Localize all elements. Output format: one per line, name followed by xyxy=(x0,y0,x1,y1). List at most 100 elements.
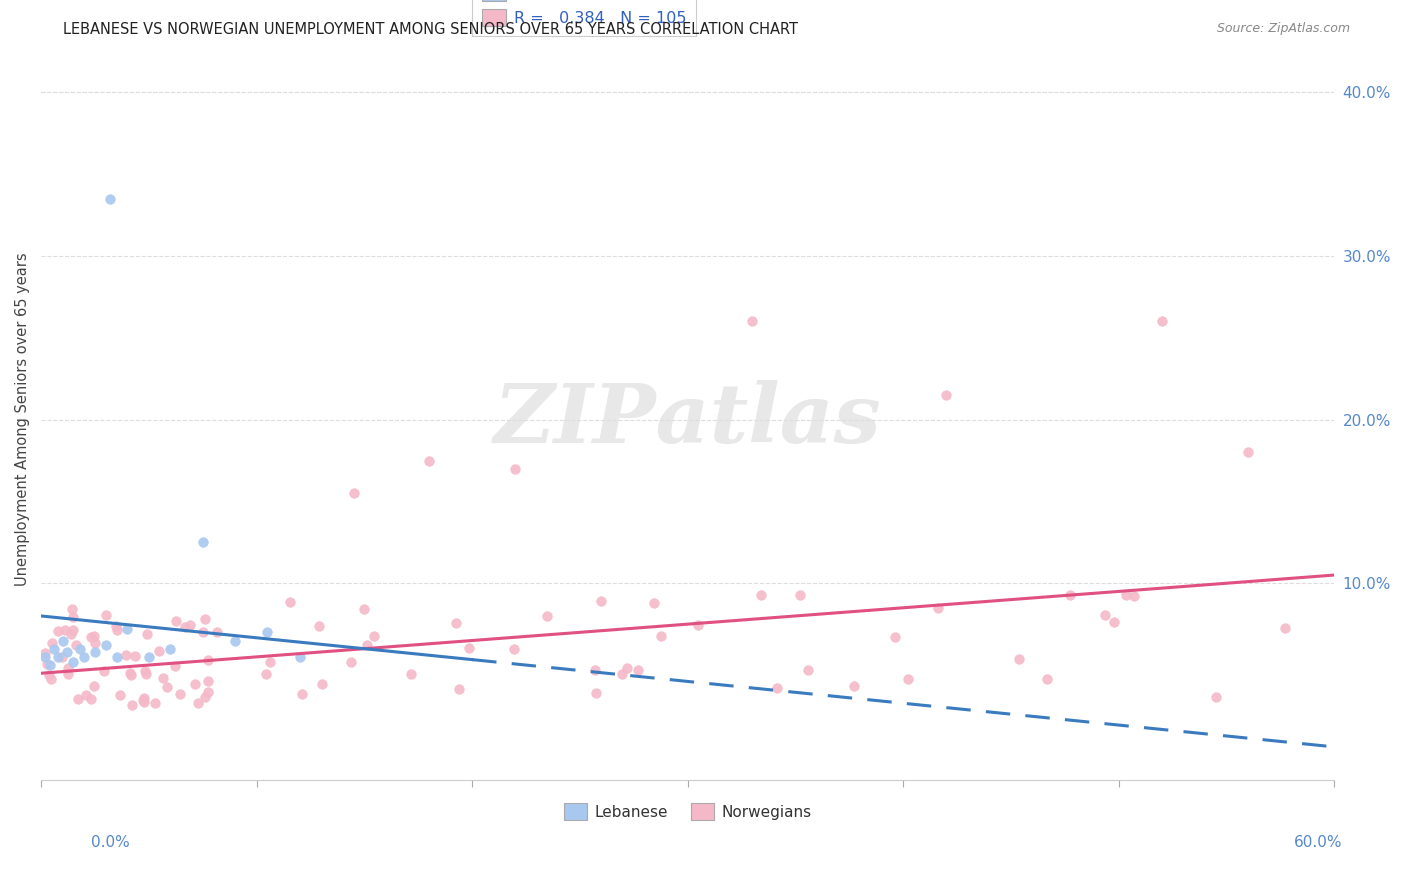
Point xyxy=(311,676,333,690)
Point xyxy=(52,633,75,648)
Point xyxy=(256,625,278,640)
Point xyxy=(224,633,246,648)
Point xyxy=(502,642,524,657)
Point xyxy=(84,645,107,659)
Point xyxy=(194,690,217,705)
Point xyxy=(194,612,217,626)
Point xyxy=(62,602,84,616)
Point xyxy=(38,658,60,673)
Point xyxy=(118,666,141,681)
Point xyxy=(83,629,105,643)
Point xyxy=(134,664,156,678)
Point xyxy=(65,638,87,652)
Point xyxy=(197,652,219,666)
Point xyxy=(418,453,440,467)
Point xyxy=(159,641,181,656)
Point xyxy=(134,694,156,708)
Point xyxy=(1104,615,1126,629)
Point xyxy=(1035,673,1057,687)
Point xyxy=(288,649,311,664)
Point xyxy=(62,610,84,624)
Point xyxy=(120,668,142,682)
Point xyxy=(1115,588,1137,602)
Point xyxy=(583,663,606,677)
Point xyxy=(75,689,97,703)
Point xyxy=(884,630,907,644)
Point xyxy=(135,627,157,641)
Y-axis label: Unemployment Among Seniors over 65 years: Unemployment Among Seniors over 65 years xyxy=(15,252,30,586)
Point xyxy=(789,588,811,602)
Point xyxy=(342,486,364,500)
Point xyxy=(458,641,481,656)
Point xyxy=(38,668,60,682)
Point xyxy=(643,596,665,610)
Point xyxy=(278,595,301,609)
Point xyxy=(688,618,710,632)
Point xyxy=(83,680,105,694)
Point xyxy=(138,649,160,664)
Point xyxy=(73,649,96,664)
Point xyxy=(259,655,281,669)
Point xyxy=(927,601,949,615)
Point xyxy=(134,691,156,706)
Point xyxy=(34,646,56,660)
Point xyxy=(179,617,201,632)
Point xyxy=(94,639,117,653)
Point xyxy=(401,667,423,681)
Point xyxy=(205,624,228,639)
Point xyxy=(844,679,866,693)
Point xyxy=(93,664,115,678)
Point xyxy=(741,314,763,328)
Point xyxy=(39,673,62,687)
Point xyxy=(143,696,166,710)
Point xyxy=(169,687,191,701)
Point xyxy=(254,667,277,681)
Point xyxy=(166,614,188,628)
Point xyxy=(291,687,314,701)
Point xyxy=(935,388,957,402)
Point xyxy=(1008,652,1031,666)
Point xyxy=(449,681,471,696)
Legend: Lebanese, Norwegians: Lebanese, Norwegians xyxy=(558,797,817,826)
Point xyxy=(308,619,330,633)
Point xyxy=(591,594,613,608)
Point xyxy=(80,630,103,644)
Point xyxy=(56,661,79,675)
Point xyxy=(48,649,70,664)
Point xyxy=(80,691,103,706)
Point xyxy=(197,685,219,699)
Point xyxy=(124,648,146,663)
Point xyxy=(1123,589,1146,603)
Text: ZIP​atlas: ZIP​atlas xyxy=(494,380,882,459)
Point xyxy=(356,638,378,652)
Point xyxy=(117,622,139,636)
Point xyxy=(650,629,672,643)
Point xyxy=(34,649,56,664)
Point xyxy=(66,691,89,706)
Point xyxy=(46,624,69,639)
Point xyxy=(897,673,920,687)
Text: Source: ZipAtlas.com: Source: ZipAtlas.com xyxy=(1216,22,1350,36)
Point xyxy=(1205,690,1227,705)
Point xyxy=(797,663,820,677)
Point xyxy=(83,636,105,650)
Point xyxy=(627,664,650,678)
Point xyxy=(163,658,186,673)
Point xyxy=(156,680,179,694)
Point xyxy=(191,624,214,639)
Point xyxy=(363,629,385,643)
Point xyxy=(340,655,363,669)
Point xyxy=(173,620,195,634)
Point xyxy=(444,615,467,630)
Point xyxy=(56,645,79,659)
Point xyxy=(184,676,207,690)
Point xyxy=(1274,621,1296,635)
Point xyxy=(1150,314,1173,328)
Point xyxy=(69,641,91,656)
Point xyxy=(105,624,128,638)
Point xyxy=(148,644,170,658)
Point xyxy=(503,461,526,475)
Point xyxy=(1237,445,1260,459)
Point xyxy=(121,698,143,713)
Text: 60.0%: 60.0% xyxy=(1295,836,1343,850)
